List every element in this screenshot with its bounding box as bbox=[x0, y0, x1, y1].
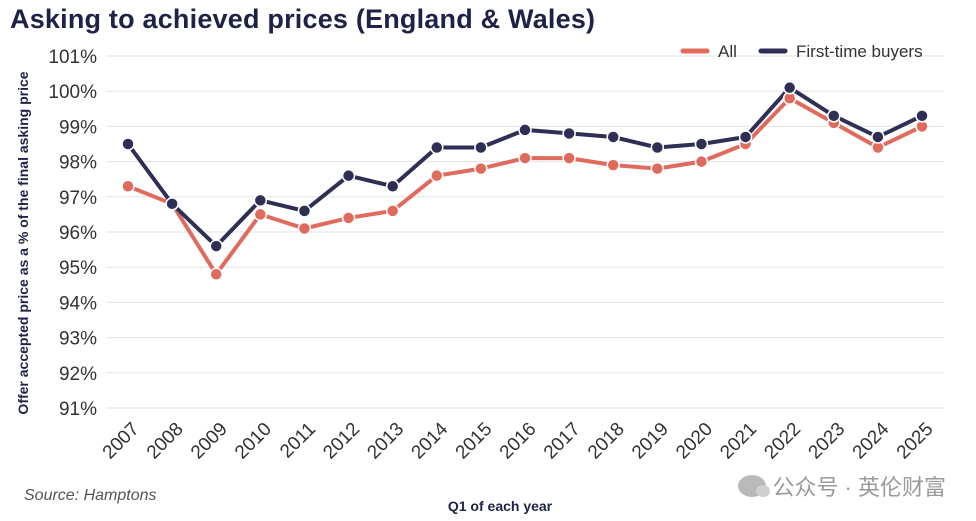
data-point-first-time-buyers bbox=[738, 130, 753, 144]
data-point-first-time-buyers bbox=[121, 137, 135, 151]
data-point-first-time-buyers bbox=[650, 140, 665, 155]
x-tick-label: 2024 bbox=[849, 418, 894, 463]
series-points bbox=[121, 80, 929, 281]
data-point-first-time-buyers bbox=[297, 204, 312, 218]
data-point-all bbox=[430, 168, 444, 183]
y-tick-label: 97% bbox=[59, 188, 97, 209]
data-point-first-time-buyers bbox=[341, 168, 356, 183]
y-tick-label: 96% bbox=[59, 223, 97, 244]
y-axis-ticks: 91% 92% 93% 94% 95% 96% 97% 98% 99% 100% 101% bbox=[48, 47, 97, 420]
data-point-first-time-buyers bbox=[474, 140, 488, 155]
legend-label-ftb: First-time buyers bbox=[796, 42, 923, 61]
x-tick-label: 2008 bbox=[143, 419, 188, 464]
y-tick-label: 101% bbox=[48, 47, 97, 68]
y-tick-label: 94% bbox=[59, 293, 97, 314]
data-point-first-time-buyers bbox=[782, 80, 797, 95]
chart-title: Asking to achieved prices (England & Wal… bbox=[10, 4, 596, 34]
data-point-all bbox=[474, 161, 488, 176]
data-point-first-time-buyers bbox=[430, 140, 444, 155]
data-point-first-time-buyers bbox=[827, 109, 841, 123]
x-axis-ticks: 2007 2008 2009 2010 2011 2012 2013 2014 2015 2016… bbox=[99, 418, 938, 463]
legend-label-all: All bbox=[718, 42, 737, 61]
data-point-first-time-buyers bbox=[209, 239, 223, 253]
x-tick-label: 2022 bbox=[760, 419, 805, 464]
series-lines bbox=[126, 85, 923, 277]
wechat-icon bbox=[738, 475, 771, 497]
x-tick-label: 2018 bbox=[584, 419, 629, 464]
data-point-first-time-buyers bbox=[518, 123, 532, 137]
y-tick-label: 99% bbox=[59, 117, 97, 138]
x-tick-label: 2016 bbox=[496, 419, 541, 464]
data-point-all bbox=[341, 211, 356, 225]
x-axis-label: Q1 of each year bbox=[448, 498, 553, 514]
data-point-all bbox=[606, 158, 620, 172]
data-point-first-time-buyers bbox=[606, 130, 620, 144]
data-point-first-time-buyers bbox=[165, 197, 179, 211]
data-point-all bbox=[209, 267, 223, 281]
source-note: Source: Hamptons bbox=[24, 487, 157, 504]
x-tick-label: 2019 bbox=[628, 419, 673, 464]
x-tick-label: 2014 bbox=[408, 418, 453, 463]
y-tick-label: 95% bbox=[59, 258, 97, 279]
x-tick-label: 2017 bbox=[540, 419, 585, 464]
data-point-all bbox=[650, 161, 665, 176]
data-point-all bbox=[518, 151, 532, 165]
data-point-all bbox=[694, 154, 709, 169]
data-point-all bbox=[253, 207, 268, 222]
data-point-first-time-buyers bbox=[694, 137, 709, 151]
y-tick-label: 92% bbox=[59, 364, 97, 385]
legend: All First-time buyers bbox=[680, 42, 923, 61]
y-tick-label: 100% bbox=[48, 82, 97, 103]
x-tick-label: 2020 bbox=[672, 419, 717, 464]
y-axis-label: Offer accepted price as a % of the final… bbox=[15, 71, 31, 414]
series-line-first-time-buyers bbox=[126, 85, 923, 249]
x-tick-label: 2013 bbox=[363, 419, 408, 464]
gridlines bbox=[107, 55, 944, 409]
data-point-first-time-buyers bbox=[562, 126, 576, 141]
data-point-first-time-buyers bbox=[253, 193, 268, 208]
y-tick-label: 91% bbox=[59, 399, 97, 420]
x-tick-label: 2010 bbox=[231, 419, 276, 464]
x-tick-label: 2012 bbox=[319, 419, 364, 464]
data-point-all bbox=[121, 179, 135, 193]
y-tick-label: 93% bbox=[59, 329, 97, 350]
y-tick-label: 98% bbox=[59, 153, 97, 174]
x-tick-label: 2009 bbox=[187, 419, 232, 464]
x-tick-label: 2011 bbox=[276, 419, 320, 463]
data-point-first-time-buyers bbox=[385, 179, 400, 193]
x-tick-label: 2023 bbox=[805, 419, 850, 464]
x-tick-label: 2025 bbox=[893, 419, 938, 464]
watermark-text: 公众号 · 英伦财富 bbox=[772, 475, 946, 500]
data-point-first-time-buyers bbox=[915, 109, 929, 123]
data-point-all bbox=[297, 221, 312, 236]
x-tick-label: 2007 bbox=[99, 419, 144, 464]
data-point-first-time-buyers bbox=[871, 130, 885, 144]
x-tick-label: 2021 bbox=[716, 419, 761, 464]
data-point-all bbox=[385, 204, 400, 218]
watermark: 公众号 · 英伦财富 bbox=[738, 470, 946, 502]
x-tick-label: 2015 bbox=[452, 419, 497, 464]
data-point-all bbox=[562, 151, 576, 165]
